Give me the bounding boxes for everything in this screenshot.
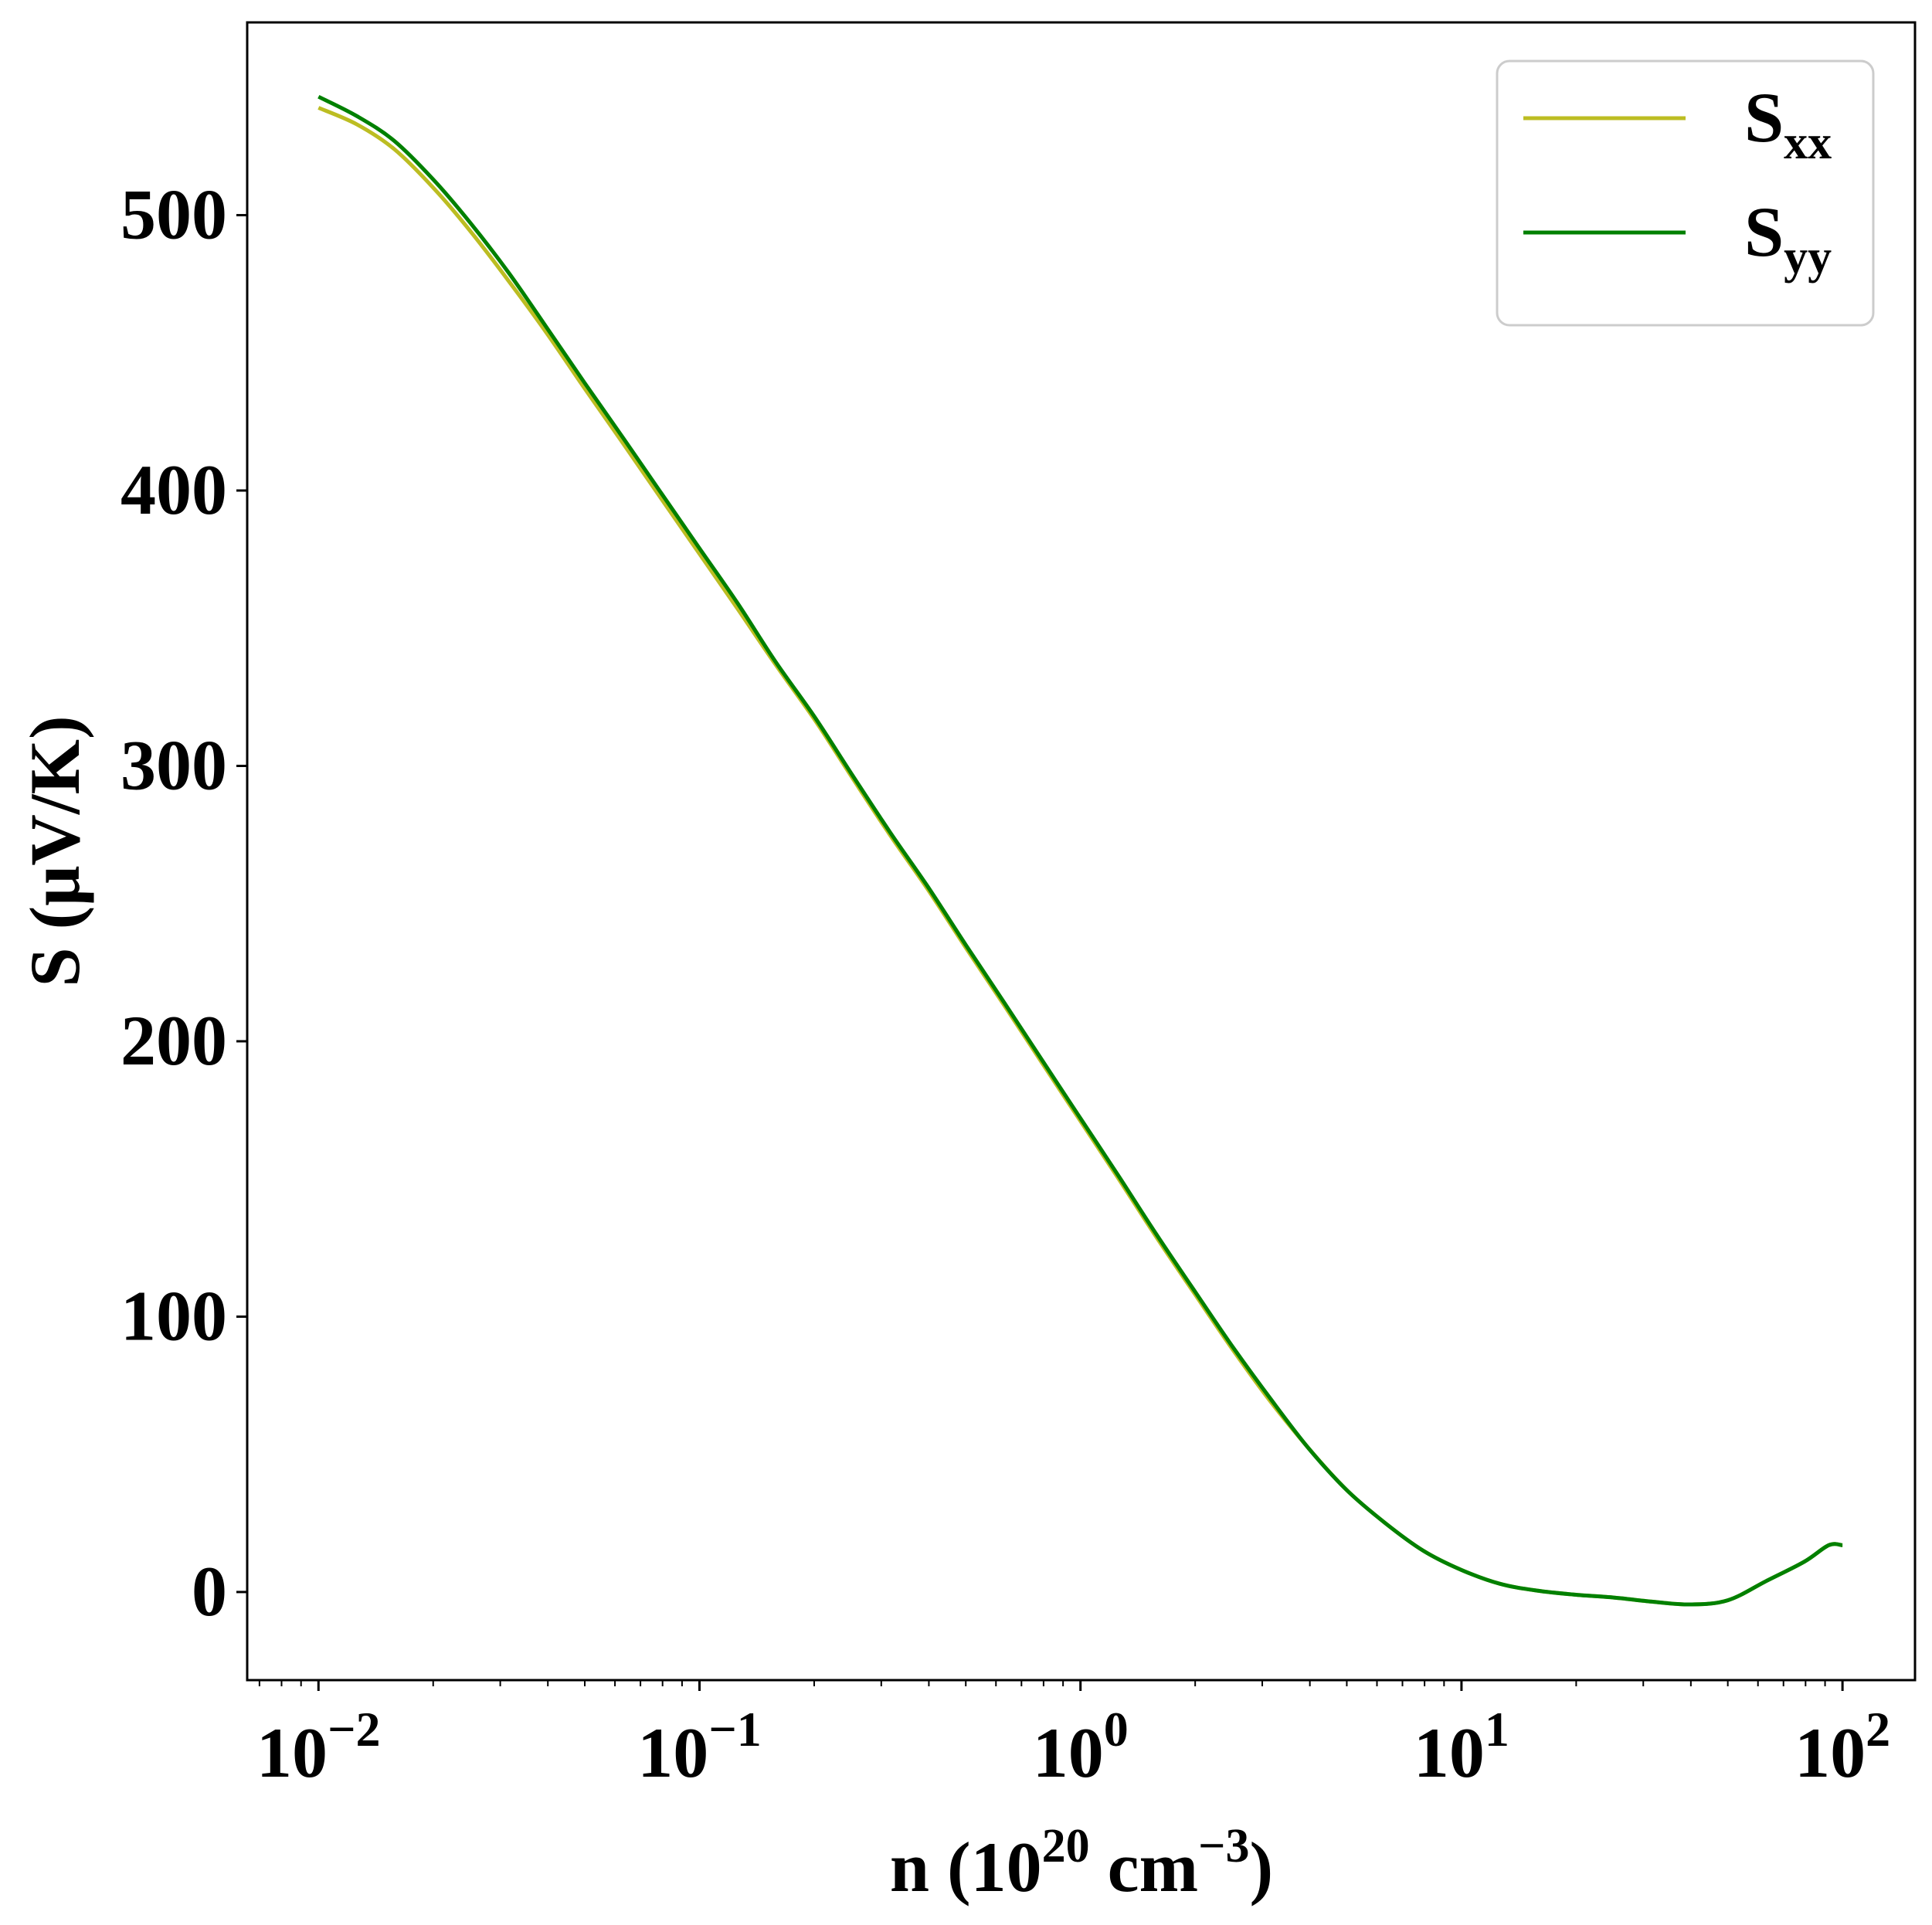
x-tick-label-exponent: −2 <box>328 1702 380 1757</box>
y-tick-label: 400 <box>121 450 227 529</box>
x-tick-label-base: 10 <box>1414 1713 1485 1792</box>
y-axis: 0 100 200 300 400 500 <box>121 175 247 1631</box>
y-tick-label: 300 <box>121 725 227 804</box>
legend: Sxx Syy <box>1496 59 1875 327</box>
x-axis: 10−2 10−1 100 101 102 <box>256 1680 1890 1792</box>
x-tick-label-exponent: 0 <box>1104 1702 1129 1757</box>
x-tick-label: 102 <box>1794 1702 1890 1792</box>
y-axis-label: S (μV/K) <box>15 715 94 986</box>
x-tick-label-exponent: 2 <box>1866 1702 1890 1757</box>
x-tick-label-base: 10 <box>1794 1713 1866 1792</box>
legend-label-sxx: Sxx <box>1744 78 1832 169</box>
y-tick-label: 500 <box>121 175 227 254</box>
x-tick-label: 10−1 <box>637 1702 761 1792</box>
y-tick-label: 200 <box>121 1001 227 1080</box>
x-tick-label-base: 10 <box>1033 1713 1104 1792</box>
legend-box <box>1496 59 1875 327</box>
x-tick-label-base: 10 <box>256 1713 328 1792</box>
y-tick-label: 0 <box>192 1552 227 1631</box>
x-axis-label: n (1020 cm−3) <box>890 1820 1273 1906</box>
x-tick-label-base: 10 <box>637 1713 708 1792</box>
x-tick-label-exponent: −1 <box>708 1702 761 1757</box>
x-tick-label: 101 <box>1414 1702 1509 1792</box>
x-tick-label-exponent: 1 <box>1485 1702 1509 1757</box>
x-tick-label: 100 <box>1033 1702 1129 1792</box>
series-layer <box>317 94 1843 1607</box>
legend-label-syy: Syy <box>1744 192 1832 283</box>
y-tick-label: 100 <box>121 1276 227 1355</box>
x-tick-label: 10−2 <box>256 1702 380 1792</box>
series-line-syy <box>317 94 1843 1607</box>
